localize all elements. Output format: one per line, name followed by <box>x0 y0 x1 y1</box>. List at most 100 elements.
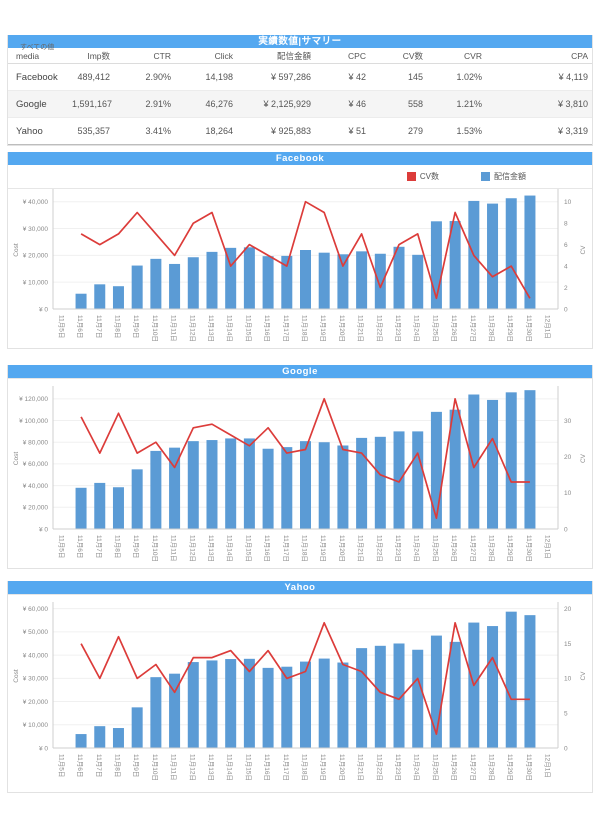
cost-bar[interactable] <box>318 252 330 309</box>
yahoo-chart[interactable]: ¥ 0 ¥ 10,000 ¥ 20,000 ¥ 30,000 ¥ 40,000 ¥ 50,… <box>8 594 592 792</box>
cost-bar[interactable] <box>393 643 405 748</box>
cost-bar[interactable] <box>430 221 442 309</box>
date-tick: 11月7日 <box>95 754 103 777</box>
facebook-chart[interactable]: ¥ 0 ¥ 10,000 ¥ 20,000 ¥ 30,000 ¥ 40,000 0 2 4 6 8… <box>8 188 592 348</box>
cost-bar[interactable] <box>337 662 349 748</box>
cost-bar[interactable] <box>187 257 199 309</box>
yahoo-chart-panel: Yahoo ¥ 0 ¥ 10,000 ¥ 20,000 ¥ 30,000 ¥ 40,00… <box>7 581 593 793</box>
cost-bar[interactable] <box>300 661 311 748</box>
cost-bar[interactable] <box>262 256 274 309</box>
cost-bar[interactable] <box>487 399 499 529</box>
cost-bar[interactable] <box>430 635 442 748</box>
facebook-chart-title: Facebook <box>8 152 592 165</box>
date-tick: 11月14日 <box>226 315 234 342</box>
cost-bar[interactable] <box>206 440 218 529</box>
cost-bar[interactable] <box>94 726 106 748</box>
cv-line[interactable] <box>80 621 530 735</box>
cell-cost: ¥ 925,883 <box>237 117 315 145</box>
cell-click: 18,264 <box>175 117 237 145</box>
cost-bar[interactable] <box>374 436 386 529</box>
cost-bar[interactable] <box>187 662 199 748</box>
date-tick: 11月17日 <box>282 535 290 562</box>
cost-bar[interactable] <box>393 246 405 309</box>
cost-bar[interactable] <box>487 203 499 309</box>
cost-bar[interactable] <box>131 469 143 529</box>
cost-bar[interactable] <box>169 447 181 529</box>
cost-bar[interactable] <box>225 247 237 309</box>
cost-bar[interactable] <box>150 258 162 309</box>
cost-bar[interactable] <box>505 198 517 309</box>
cost-bar[interactable] <box>262 448 274 529</box>
date-tick: 11月11日 <box>170 754 178 781</box>
cost-bar[interactable] <box>94 482 106 529</box>
cost-bar[interactable] <box>150 450 162 529</box>
cost-bar[interactable] <box>225 438 237 529</box>
cost-bar[interactable] <box>131 265 143 309</box>
cost-bar[interactable] <box>112 728 124 748</box>
cv-line[interactable] <box>80 200 531 300</box>
cost-bar[interactable] <box>225 659 237 748</box>
cost-bar[interactable] <box>281 666 293 748</box>
cost-bar[interactable] <box>449 409 461 529</box>
cost-bar[interactable] <box>262 667 274 748</box>
cost-bar[interactable] <box>374 645 386 748</box>
cv-line[interactable] <box>80 397 530 520</box>
summary-panel: 実績数値|サマリー media Imp数 CTR Click 配信金額 CPC … <box>7 35 593 146</box>
legend-item-cv[interactable]: CV数 <box>406 171 439 182</box>
cost-bar[interactable] <box>449 641 461 748</box>
cost-bar[interactable] <box>412 649 424 748</box>
cost-bar[interactable] <box>524 615 536 748</box>
google-chart[interactable]: ¥ 0 ¥ 20,000 ¥ 40,000 ¥ 60,000 ¥ 80,000 ¥ 100… <box>8 378 592 568</box>
legend-item-cost[interactable]: 配信金額 <box>481 171 526 182</box>
cost-bar[interactable] <box>300 250 311 309</box>
cost-bar[interactable] <box>94 284 106 309</box>
cost-bar[interactable] <box>356 251 368 309</box>
cost-bar[interactable] <box>131 707 143 748</box>
cost-bar[interactable] <box>75 293 87 309</box>
cost-bar[interactable] <box>75 487 87 529</box>
cost-bar[interactable] <box>281 255 293 309</box>
cost-bar[interactable] <box>206 251 218 309</box>
cost-bar[interactable] <box>150 677 162 748</box>
cost-bar[interactable] <box>112 286 124 309</box>
cost-bar[interactable] <box>487 626 499 748</box>
cost-bar[interactable] <box>169 263 181 309</box>
date-tick: 12月1日 <box>544 754 552 778</box>
cost-bar[interactable] <box>281 447 293 529</box>
filter-label[interactable]: すべての値 <box>20 44 55 51</box>
cell-imp: 535,357 <box>68 117 114 145</box>
cost-bar[interactable] <box>206 660 218 748</box>
cost-bar[interactable] <box>300 441 311 529</box>
cost-bar[interactable] <box>187 441 199 529</box>
cost-bar[interactable] <box>412 431 424 529</box>
cost-bar[interactable] <box>505 392 517 529</box>
cost-bar[interactable] <box>75 734 87 748</box>
cost-bar[interactable] <box>524 390 536 529</box>
cost-bar[interactable] <box>169 673 181 748</box>
cost-bar[interactable] <box>356 648 368 748</box>
cost-bar[interactable] <box>430 411 442 529</box>
cost-bar[interactable] <box>318 442 330 529</box>
cost-bar[interactable] <box>243 247 255 309</box>
right-axis-tick: 10 <box>564 676 572 683</box>
date-tick: 11月26日 <box>450 315 458 342</box>
cost-bar[interactable] <box>337 254 349 309</box>
cost-bar[interactable] <box>356 437 368 529</box>
date-tick: 11月29日 <box>506 315 514 342</box>
cost-bar[interactable] <box>337 445 349 529</box>
cost-bar[interactable] <box>524 195 536 309</box>
cost-bar[interactable] <box>468 394 480 529</box>
cost-bar[interactable] <box>112 487 124 529</box>
date-tick: 11月6日 <box>76 535 84 558</box>
cost-bar[interactable] <box>243 438 255 529</box>
cost-bar[interactable] <box>374 253 386 309</box>
cost-bar[interactable] <box>318 658 330 748</box>
date-tick: 11月11日 <box>170 315 178 342</box>
cost-bar[interactable] <box>393 431 405 529</box>
cost-bar[interactable] <box>412 254 424 309</box>
cost-bar[interactable] <box>243 658 255 748</box>
date-tick: 11月23日 <box>394 535 402 562</box>
cost-bar[interactable] <box>449 221 461 309</box>
date-tick: 11月12日 <box>188 754 196 781</box>
cost-bar[interactable] <box>505 611 517 748</box>
